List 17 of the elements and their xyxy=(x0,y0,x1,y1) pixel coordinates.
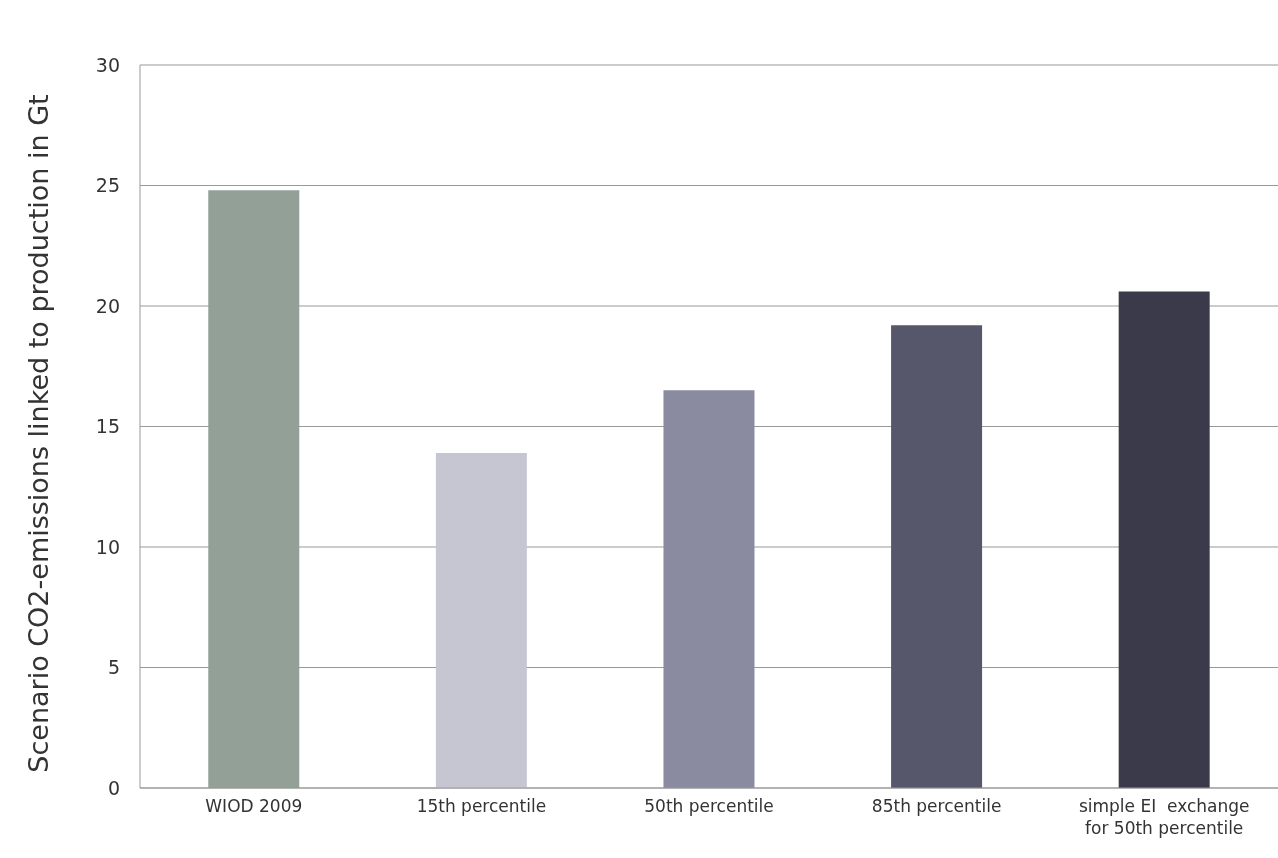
bar xyxy=(663,390,755,788)
y-axis-title: Scenario CO2-emissions linked to production in Gt xyxy=(22,93,54,773)
y-tick-label: 30 xyxy=(95,53,120,76)
y-tick-label: 25 xyxy=(95,174,120,197)
x-tick-label: 50th percentile xyxy=(644,796,774,816)
bar xyxy=(891,325,983,788)
y-tick-label: 15 xyxy=(95,415,120,438)
y-tick-label: 0 xyxy=(107,776,120,799)
bar xyxy=(435,453,527,788)
y-tick-label: 5 xyxy=(107,656,120,679)
y-tick-label: 20 xyxy=(95,294,120,317)
x-tick-label: WIOD 2009 xyxy=(205,796,303,816)
bar xyxy=(1118,291,1210,788)
y-tick-label: 10 xyxy=(95,535,120,558)
x-tick-label: simple EI exchange for 50th percentile xyxy=(1078,796,1250,838)
x-tick-label: 15th percentile xyxy=(416,796,547,816)
x-tick-label: 85th percentile xyxy=(871,796,1002,816)
